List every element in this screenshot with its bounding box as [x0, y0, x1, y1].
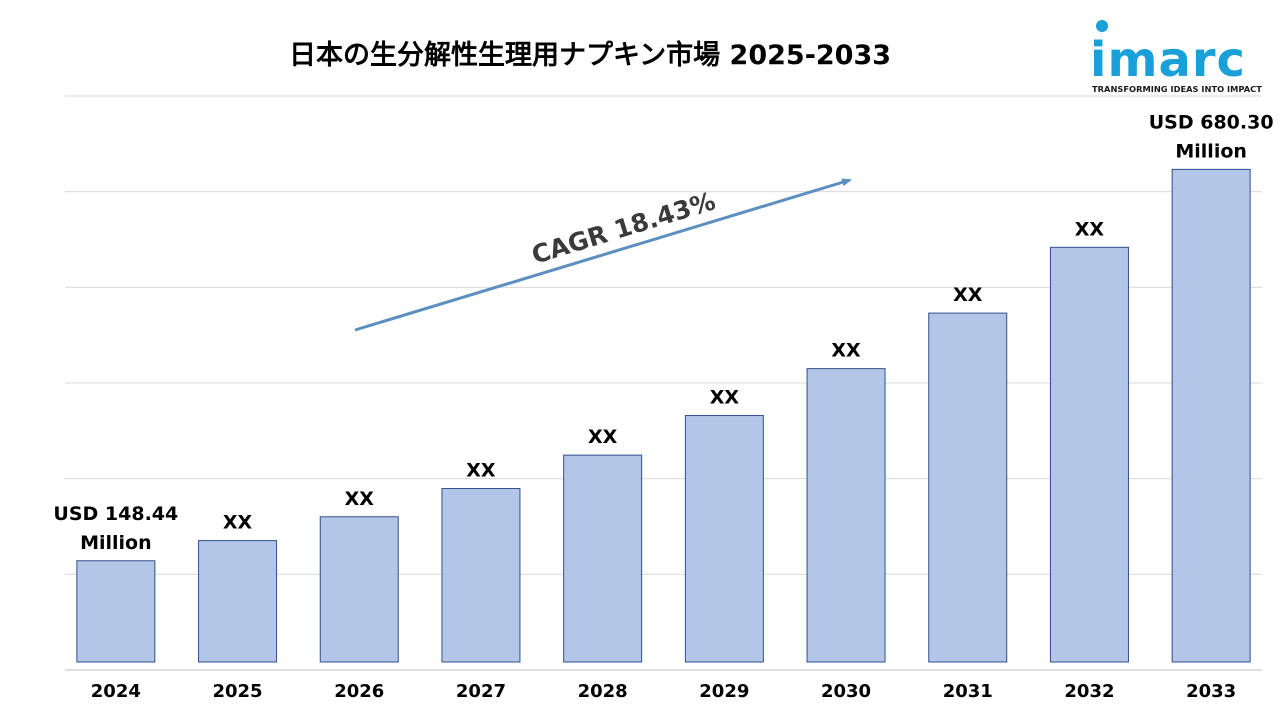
- x-tick-2025: 2025: [212, 681, 262, 702]
- data-label-2025: XX: [223, 512, 253, 534]
- data-label-2031: XX: [953, 284, 983, 306]
- bar-2027: [441, 488, 521, 663]
- bar-2030: [806, 368, 886, 663]
- data-label-2027: XX: [466, 460, 496, 482]
- x-tick-2031: 2031: [943, 681, 993, 702]
- cagr-annotation: CAGR 18.43%: [354, 178, 852, 332]
- data-label-2026: XX: [345, 488, 375, 510]
- x-tick-2028: 2028: [578, 681, 628, 702]
- data-label-2032: XX: [1075, 218, 1105, 240]
- bars: [76, 168, 1251, 663]
- bar-2024: [76, 560, 156, 663]
- data-label-2029: XX: [710, 387, 740, 409]
- x-tick-2030: 2030: [821, 681, 871, 702]
- logo-dot: [1096, 20, 1108, 32]
- chart-title: 日本の生分解性生理用ナプキン市場 2025-2033: [288, 40, 892, 71]
- bar-2029: [684, 415, 764, 663]
- bar-2033: [1171, 168, 1251, 663]
- x-tick-2029: 2029: [699, 681, 749, 702]
- cagr-arrow: [354, 178, 852, 332]
- x-tick-2033: 2033: [1186, 681, 1236, 702]
- bar-2028: [563, 454, 643, 663]
- imarc-logo: imarc TRANSFORMING IDEAS INTO IMPACT: [1090, 20, 1262, 94]
- bar-2026: [319, 516, 399, 663]
- data-label-2030: XX: [831, 340, 861, 362]
- data-label-2033: USD 680.30 Million: [1149, 111, 1274, 162]
- x-tick-2032: 2032: [1064, 681, 1114, 702]
- data-labels: USD 148.44 Million XX XX XX XX XX XX XX XX USD 680…: [53, 111, 1273, 553]
- logo-tagline: TRANSFORMING IDEAS INTO IMPACT: [1092, 84, 1262, 94]
- bar-2031: [928, 312, 1008, 663]
- x-tick-2027: 2027: [456, 681, 506, 702]
- logo-wordmark: imarc: [1090, 32, 1246, 88]
- bar-2025: [198, 540, 278, 663]
- bar-2032: [1049, 246, 1129, 663]
- x-tick-labels: 2024 2025 2026 2027 2028 2029 2030 2031 2032 2033: [91, 681, 1236, 702]
- x-tick-2026: 2026: [334, 681, 384, 702]
- x-tick-2024: 2024: [91, 681, 141, 702]
- data-label-2028: XX: [588, 426, 618, 448]
- data-label-2024: USD 148.44 Million: [53, 503, 178, 554]
